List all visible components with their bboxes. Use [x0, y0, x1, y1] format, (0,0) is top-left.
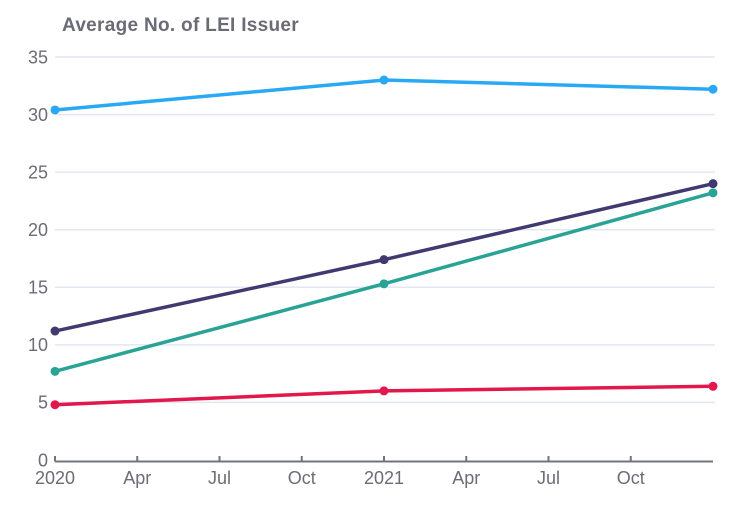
data-point-sky-blue-line-0	[50, 105, 60, 115]
data-point-navy-line-0	[50, 326, 60, 336]
y-axis-label-20: 20	[28, 220, 48, 240]
data-point-sky-blue-line-1	[379, 75, 389, 85]
data-point-crimson-line-1	[379, 386, 389, 396]
data-point-navy-line-1	[379, 255, 389, 265]
y-axis-label-5: 5	[38, 393, 48, 413]
x-axis-label-0: 2020	[35, 468, 75, 488]
data-point-teal-line-0	[50, 366, 60, 376]
data-point-crimson-line-0	[50, 400, 60, 410]
y-axis-label-15: 15	[28, 278, 48, 298]
x-axis-label-6: Jul	[537, 468, 560, 488]
x-axis-label-2: Jul	[208, 468, 231, 488]
x-axis-label-3: Oct	[288, 468, 316, 488]
y-axis-label-30: 30	[28, 105, 48, 125]
y-axis-label-10: 10	[28, 335, 48, 355]
data-point-sky-blue-line-2	[708, 84, 718, 94]
x-axis-label-4: 2021	[364, 468, 404, 488]
y-axis-label-0: 0	[38, 450, 48, 470]
x-axis-label-5: Apr	[452, 468, 480, 488]
y-axis-label-25: 25	[28, 162, 48, 182]
x-axis-label-1: Apr	[123, 468, 151, 488]
y-axis-label-35: 35	[28, 47, 48, 67]
data-point-navy-line-2	[708, 179, 718, 189]
x-axis-label-7: Oct	[617, 468, 645, 488]
data-point-crimson-line-2	[708, 381, 718, 391]
data-point-teal-line-1	[379, 279, 389, 289]
data-point-teal-line-2	[708, 188, 718, 198]
chart-title: Average No. of LEI Issuer	[62, 15, 299, 36]
